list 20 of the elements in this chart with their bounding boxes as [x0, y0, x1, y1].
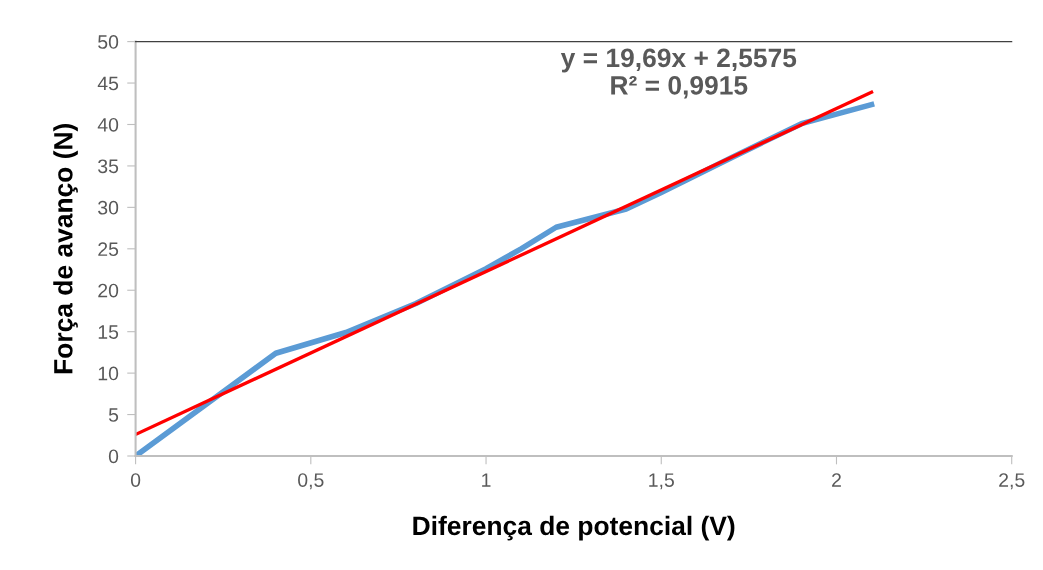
y-tick-label: 25: [98, 242, 119, 257]
x-tick-label: 1: [482, 473, 491, 487]
y-tick-label: 35: [98, 159, 119, 174]
y-tick-label: 50: [98, 35, 119, 49]
y-axis-title: Força de avanço (N): [53, 123, 78, 374]
x-tick-label: 0: [130, 473, 141, 487]
y-tick-label: 5: [108, 408, 119, 422]
x-tick-label: 1,5: [649, 473, 674, 490]
y-tick-label: 0: [108, 449, 119, 464]
y-tick-label: 40: [97, 117, 119, 132]
y-tick-label: 20: [98, 283, 119, 298]
y-tick-label: 15: [98, 325, 119, 339]
y-tick-label: 30: [98, 200, 119, 215]
y-tick-label: 10: [98, 366, 119, 381]
annotation: y = 19,69x + 2,5575 R² = 0,9915: [560, 48, 797, 99]
x-tick-label: 0,5: [298, 473, 324, 490]
x-tick-label: 2,5: [999, 473, 1025, 490]
y-tick-label: 45: [97, 76, 119, 91]
x-axis-title: Diferença de potencial (V): [413, 515, 735, 541]
x-tick-label: 2: [832, 473, 841, 487]
